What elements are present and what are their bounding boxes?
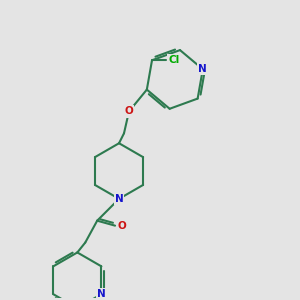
Text: N: N xyxy=(97,289,106,299)
Text: Cl: Cl xyxy=(168,55,179,65)
Text: N: N xyxy=(198,64,207,74)
Text: O: O xyxy=(118,221,126,231)
Text: O: O xyxy=(124,106,133,116)
Text: N: N xyxy=(115,194,123,204)
